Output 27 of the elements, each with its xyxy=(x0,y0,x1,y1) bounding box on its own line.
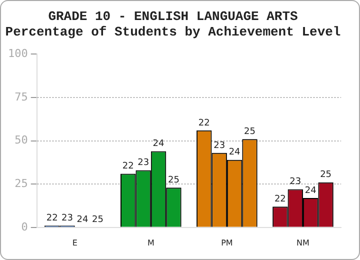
text: 22 xyxy=(274,194,286,204)
text: 22 xyxy=(122,162,134,172)
text: 23 xyxy=(290,177,302,188)
text: 24 xyxy=(76,215,88,226)
chart-title: GRADE 10 - ENGLISH LANGUAGE ARTS xyxy=(48,9,298,24)
x-tick-label: M xyxy=(147,238,154,248)
y-tick-label: 25 xyxy=(14,176,28,190)
series-label: 23 xyxy=(62,214,74,224)
text: 23 xyxy=(214,140,226,151)
text: 24 xyxy=(228,148,240,158)
series-label: 24 xyxy=(152,139,165,150)
y-tick-label: 0 xyxy=(21,220,28,234)
text: 23 xyxy=(138,158,150,168)
y-tick-label: 75 xyxy=(14,90,28,104)
text: 25 xyxy=(244,126,256,137)
x-tick-label: PM xyxy=(221,238,233,248)
y-tick-label: 100 xyxy=(8,47,28,60)
text: 22 xyxy=(198,118,210,128)
text: 25 xyxy=(92,215,104,226)
x-tick-label: E xyxy=(72,238,78,248)
y-tick-label: 50 xyxy=(14,134,28,147)
series-label: 25 xyxy=(168,175,180,186)
series-label: 22 xyxy=(46,214,58,224)
x-tick-label: NM xyxy=(296,238,310,248)
text: 25 xyxy=(320,170,332,180)
text: 24 xyxy=(304,186,316,196)
chart-subtitle: Percentage of Students by Achievement Level xyxy=(5,24,341,40)
